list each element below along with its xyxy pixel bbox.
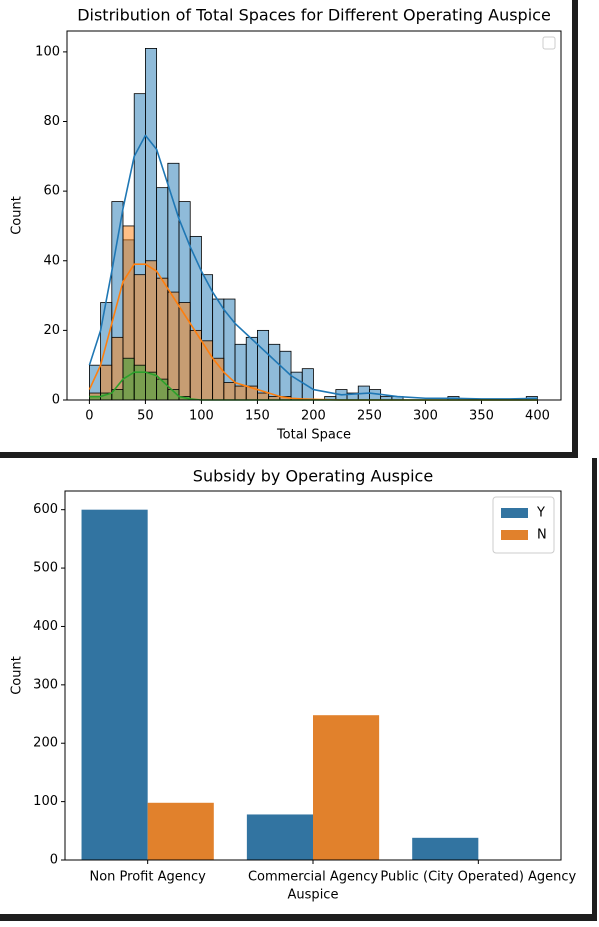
y-tick-label: 600: [33, 502, 58, 517]
x-tick-label: 50: [137, 409, 154, 424]
bar: [313, 715, 380, 860]
bar: [81, 509, 148, 860]
axes-frame: [66, 30, 562, 401]
bar: [412, 837, 479, 860]
y-tick-label: 300: [33, 677, 58, 692]
chart-title: Subsidy by Operating Auspice: [193, 467, 433, 486]
x-tick-label: 150: [245, 409, 270, 424]
legend-swatch: [501, 508, 528, 518]
x-tick-label: Non Profit Agency: [90, 870, 207, 885]
x-tick-label: Public (City Operated) Agency: [380, 870, 576, 885]
hist-bar: [223, 382, 236, 401]
y-axis-label: Count: [10, 196, 25, 235]
hist-bar: [145, 371, 158, 401]
legend-swatch: [501, 530, 528, 540]
legend-label: Y: [536, 506, 545, 521]
hist-bar: [156, 378, 169, 401]
hist-bar: [133, 364, 146, 401]
y-tick-label: 400: [33, 619, 58, 634]
x-axis-label: Total Space: [276, 428, 351, 443]
y-tick-label: 60: [43, 184, 60, 199]
x-tick-label: Commercial Agency: [248, 870, 378, 885]
y-tick-label: 40: [43, 253, 60, 268]
x-tick-label: 0: [85, 409, 93, 424]
panel-border: [0, 452, 578, 458]
bar: [246, 814, 313, 860]
x-tick-label: 250: [357, 409, 382, 424]
hist-bar: [234, 385, 247, 401]
panel-border: [592, 458, 597, 921]
x-tick-label: 350: [469, 409, 494, 424]
hist-bar: [279, 350, 292, 401]
x-tick-label: 200: [301, 409, 326, 424]
y-tick-label: 100: [33, 794, 58, 809]
bar: [147, 802, 214, 860]
kde-line: [88, 134, 538, 400]
y-tick-label: 0: [50, 853, 58, 868]
hist-bar: [167, 291, 180, 401]
y-tick-label: 500: [33, 561, 58, 576]
x-tick-label: 400: [525, 409, 550, 424]
y-tick-label: 200: [33, 736, 58, 751]
chart-title: Distribution of Total Spaces for Differe…: [77, 6, 551, 25]
y-tick-label: 80: [43, 114, 60, 129]
y-tick-label: 0: [52, 393, 60, 408]
y-axis-label: Count: [10, 656, 25, 695]
panel-border: [572, 0, 578, 458]
hist-bar: [257, 392, 270, 401]
panel-border: [0, 914, 597, 921]
hist-bar: [189, 329, 202, 401]
y-tick-label: 100: [35, 44, 60, 59]
hist-bar: [122, 357, 135, 401]
hist-bar: [268, 343, 281, 401]
legend-label: N: [537, 528, 547, 543]
x-axis-label: Auspice: [288, 888, 339, 903]
y-tick-label: 20: [43, 323, 60, 338]
hist-bar: [178, 302, 191, 401]
axes-frame: [64, 490, 562, 861]
x-tick-label: 300: [413, 409, 438, 424]
x-tick-label: 100: [189, 409, 214, 424]
legend-box: [542, 36, 556, 50]
